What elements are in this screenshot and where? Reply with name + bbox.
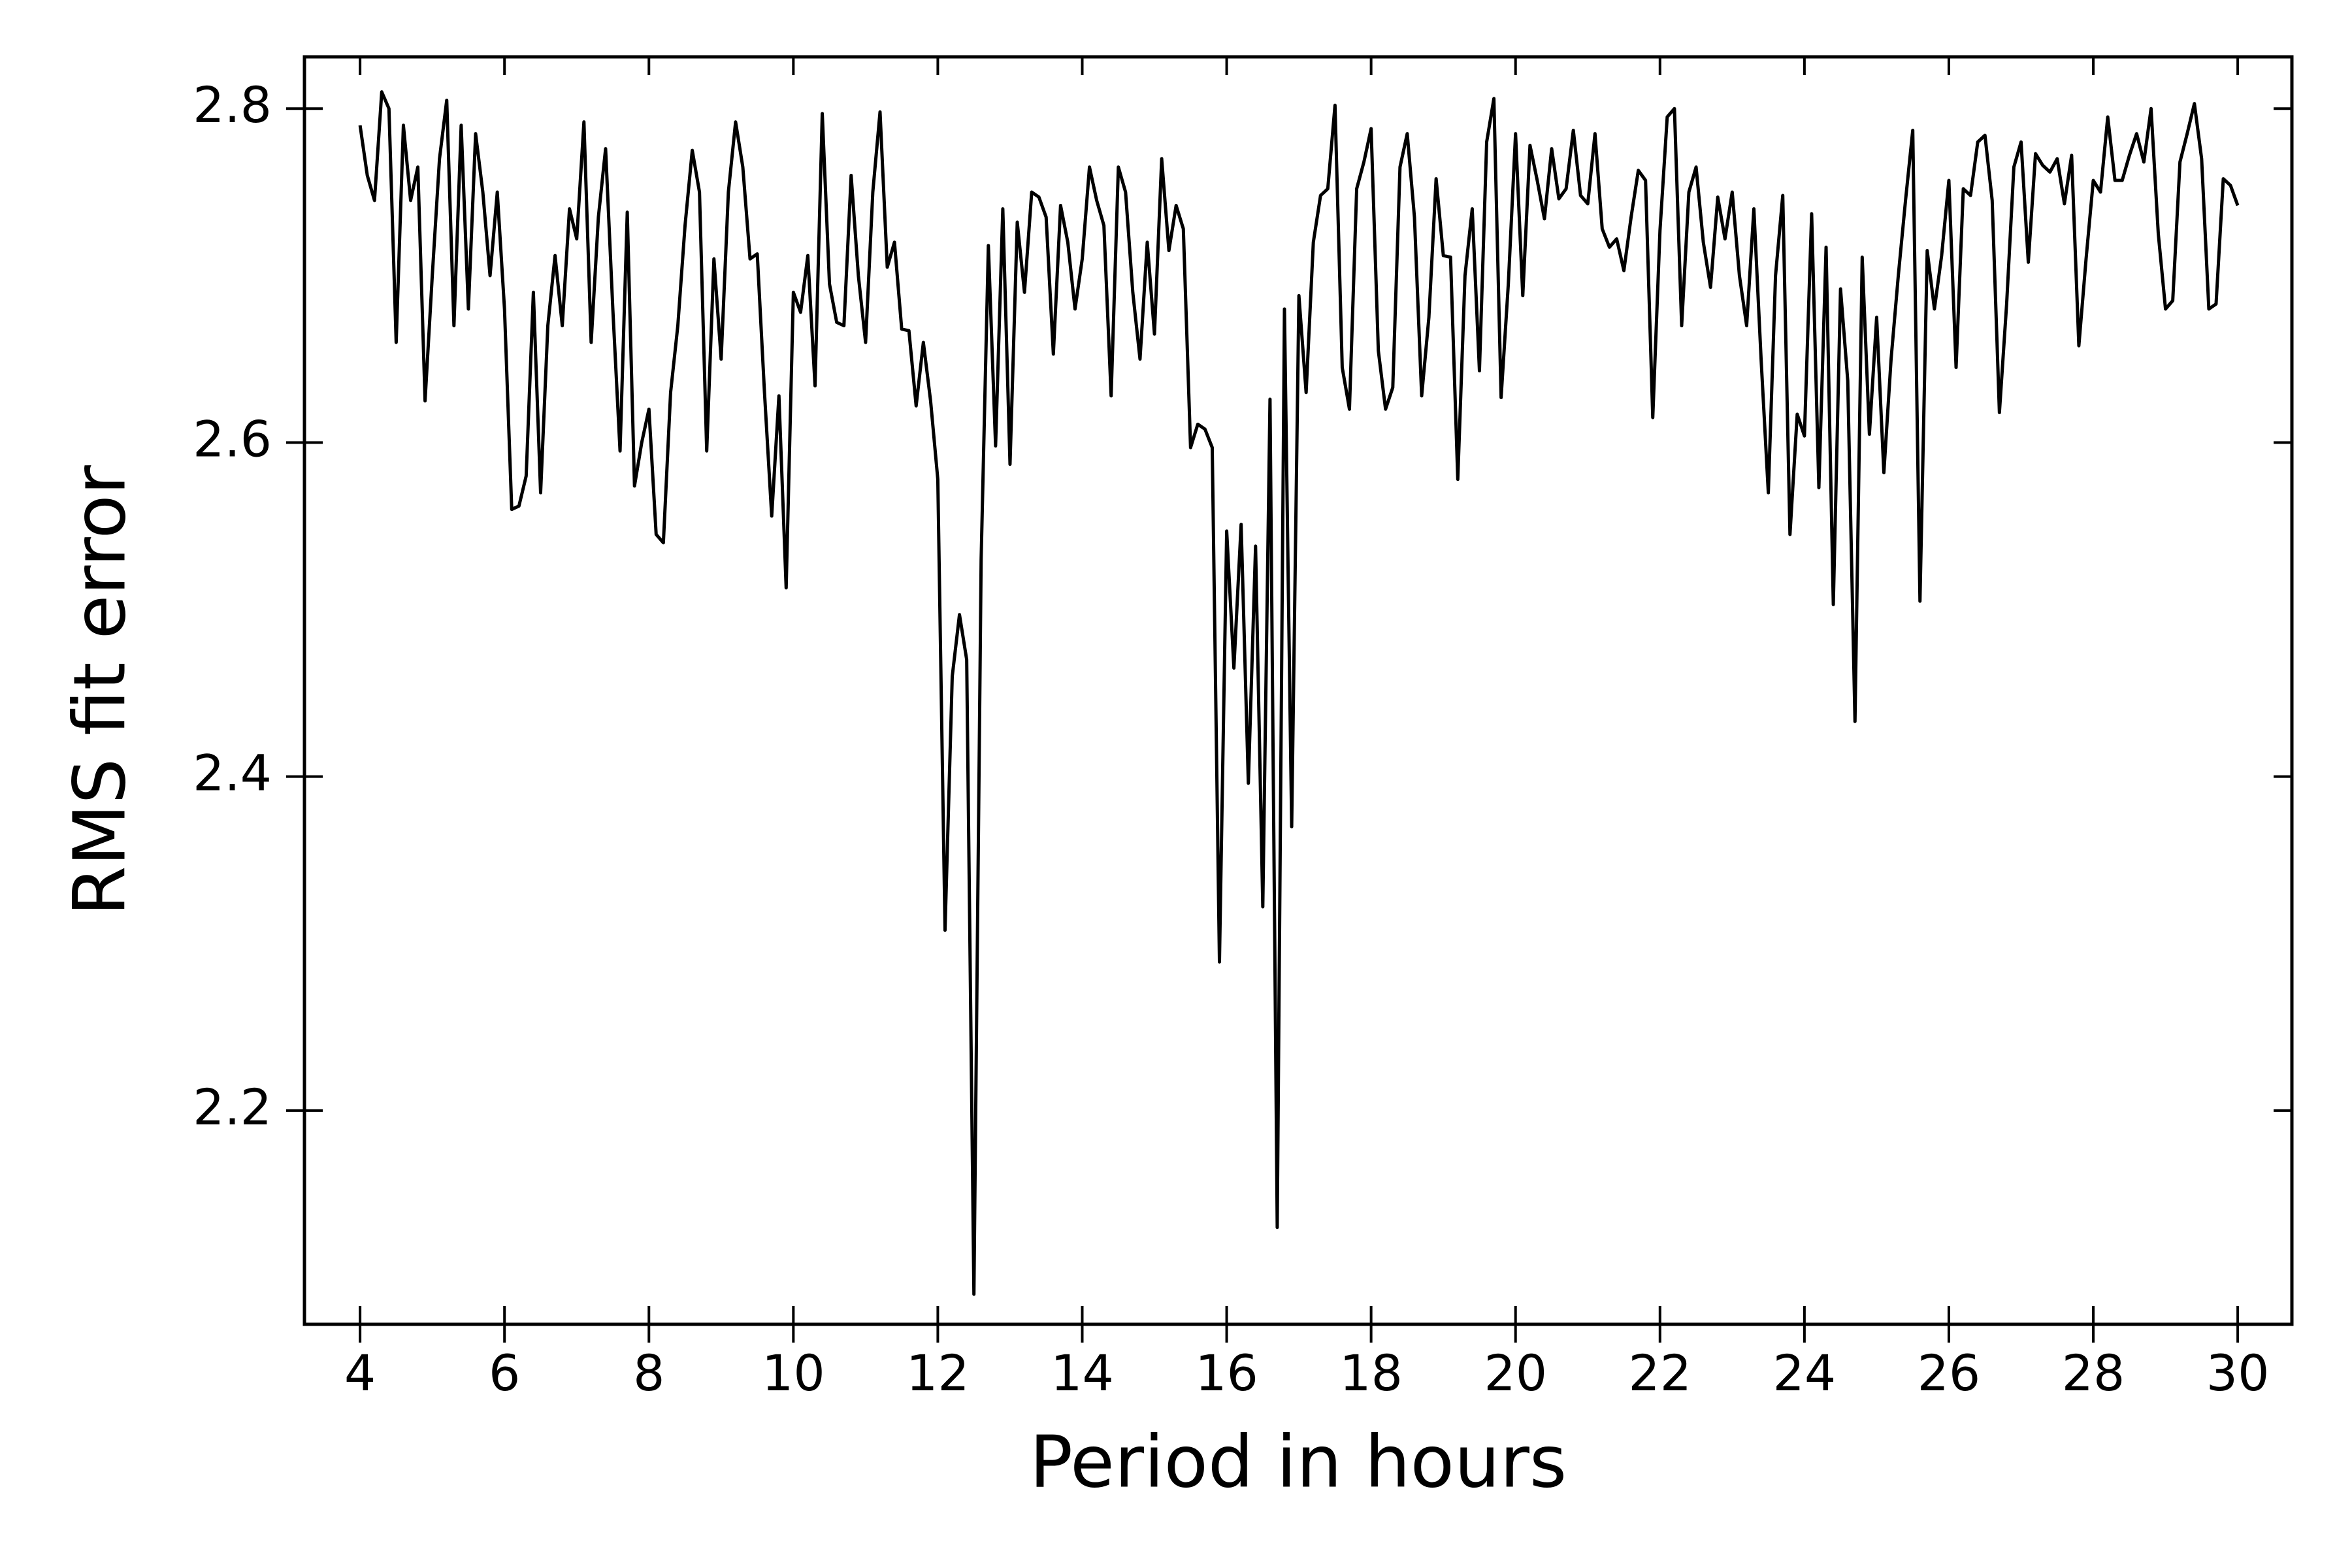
x-tick-label: 28 <box>2062 1344 2125 1402</box>
x-tick-label: 4 <box>344 1344 376 1402</box>
x-tick-label: 22 <box>1628 1344 1691 1402</box>
y-tick-label: 2.6 <box>193 410 272 468</box>
x-tick-label: 14 <box>1051 1344 1114 1402</box>
y-axis-title: RMS fit error <box>57 465 141 916</box>
y-tick-label: 2.4 <box>193 744 272 802</box>
plot-frame <box>302 55 2294 1326</box>
y-tick-label: 2.8 <box>193 76 272 134</box>
x-axis-title: Period in hours <box>1030 1420 1567 1503</box>
x-tick-label: 20 <box>1484 1344 1547 1402</box>
x-tick-label: 16 <box>1195 1344 1258 1402</box>
data-line <box>358 90 2240 1296</box>
x-tick-label: 10 <box>762 1344 825 1402</box>
y-tick-label: 2.2 <box>193 1078 272 1136</box>
x-tick-label: 18 <box>1339 1344 1403 1402</box>
x-tick-label: 6 <box>489 1344 520 1402</box>
x-tick-label: 12 <box>906 1344 970 1402</box>
x-tick-label: 24 <box>1773 1344 1837 1402</box>
x-tick-label: 26 <box>1918 1344 1981 1402</box>
x-tick-label: 30 <box>2206 1344 2270 1402</box>
x-tick-label: 8 <box>633 1344 664 1402</box>
